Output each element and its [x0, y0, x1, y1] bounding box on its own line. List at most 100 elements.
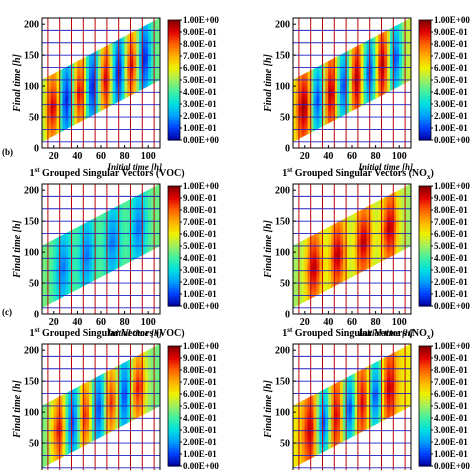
colorbar-tick-label: 5.00E-01 — [183, 75, 217, 85]
colorbar-tick-label: 0.00E+00 — [183, 135, 219, 145]
colorbar-tick-label: 4.00E-01 — [183, 87, 217, 97]
y-axis-label: Final time [h] — [263, 219, 274, 278]
y-tick-label: 150 — [275, 51, 290, 62]
y-tick-label: 0 — [34, 144, 39, 155]
colorbar-tick-label: 8.00E-01 — [183, 39, 217, 49]
colorbar-tick-label: 0.00E+00 — [434, 135, 470, 145]
heatmap — [42, 18, 160, 148]
colorbar-tick-label: 3.00E-01 — [183, 265, 217, 275]
x-tick-label: 60 — [96, 317, 106, 328]
colorbar-tick-label: 4.00E-01 — [434, 87, 468, 97]
y-axis-label: Final time [h] — [12, 53, 23, 112]
colorbar-tick-label: 1.00E-01 — [434, 123, 468, 133]
colorbar-tick-label: 2.00E-01 — [183, 111, 217, 121]
x-tick-label: 100 — [141, 151, 156, 162]
colorbar-tick-label: 2.00E-01 — [434, 277, 468, 287]
colorbar-tick-label: 3.00E-01 — [434, 99, 468, 109]
colorbar-tick-label: 9.00E-01 — [434, 27, 468, 37]
x-tick-label: 20 — [300, 151, 310, 162]
y-tick-label: 0 — [34, 310, 39, 321]
panel-title: 1st Grouped Singular Vectors (VOC) — [29, 326, 184, 339]
colorbar-tick-label: 9.00E-01 — [183, 27, 217, 37]
colorbar-tick-label: 5.00E-01 — [434, 241, 468, 251]
y-tick-label: 100 — [275, 248, 290, 259]
x-tick-label: 60 — [347, 317, 357, 328]
x-tick-label: 100 — [392, 151, 407, 162]
heatmap — [293, 18, 411, 148]
colorbar-tick-label: 0.00E+00 — [434, 301, 470, 311]
y-tick-label: 150 — [275, 217, 290, 228]
x-tick-label: 100 — [392, 317, 407, 328]
x-tick-label: 80 — [371, 151, 381, 162]
colorbar-tick-label: 0.00E+00 — [183, 301, 219, 311]
colorbar-tick-label: 6.00E-01 — [183, 229, 217, 239]
colorbar-tick-label: 4.00E-01 — [183, 253, 217, 263]
y-tick-label: 100 — [275, 82, 290, 93]
y-tick-label: 100 — [24, 248, 39, 259]
y-axis-label: Final time [h] — [263, 53, 274, 112]
x-tick-label: 80 — [371, 317, 381, 328]
x-tick-label: 80 — [120, 317, 130, 328]
colorbar-tick-label: 2.00E-01 — [434, 111, 468, 121]
y-tick-label: 200 — [24, 20, 39, 31]
y-tick-label: 200 — [275, 186, 290, 197]
colorbar-tick-label: 8.00E-01 — [183, 205, 217, 215]
colorbar-tick-label: 6.00E-01 — [434, 63, 468, 73]
x-tick-label: 20 — [49, 317, 59, 328]
colorbar-tick-label: 3.00E-01 — [434, 265, 468, 275]
y-tick-label: 50 — [280, 279, 290, 290]
panel-title: 1st Grouped Singular Vectors (NOx) — [282, 166, 434, 181]
row-label: (b) — [2, 147, 13, 157]
colorbar-tick-label: 1.00E-01 — [183, 289, 217, 299]
heatmap — [42, 344, 160, 470]
colorbar-tick-label: 7.00E-01 — [434, 217, 468, 227]
colorbar-tick-label: 9.00E-01 — [434, 193, 468, 203]
colorbar-tick-label: 7.00E-01 — [434, 51, 468, 61]
colorbar-tick-label: 4.00E-01 — [434, 253, 468, 263]
y-tick-label: 0 — [285, 310, 290, 321]
colorbar-tick-label: 1.00E+00 — [434, 15, 470, 25]
colorbar-tick-label: 8.00E-01 — [434, 205, 468, 215]
x-tick-label: 60 — [96, 151, 106, 162]
x-tick-label: 40 — [323, 151, 333, 162]
x-tick-label: 20 — [49, 151, 59, 162]
row-label: (c) — [2, 307, 12, 317]
colorbar-tick-label: 7.00E-01 — [183, 217, 217, 227]
y-tick-label: 150 — [24, 217, 39, 228]
x-tick-label: 60 — [347, 151, 357, 162]
y-tick-label: 0 — [285, 144, 290, 155]
colorbar-tick-label: 2.00E-01 — [183, 277, 217, 287]
y-tick-label: 100 — [24, 82, 39, 93]
x-tick-label: 80 — [120, 151, 130, 162]
panel-title: 1st Grouped Singular Vectors (VOC) — [29, 166, 184, 179]
colorbar-tick-label: 1.00E+00 — [183, 15, 219, 25]
y-tick-label: 150 — [24, 51, 39, 62]
y-axis-label: Final time [h] — [12, 219, 23, 278]
colorbar-tick-label: 5.00E-01 — [183, 241, 217, 251]
heatmap — [293, 184, 411, 314]
colorbar-tick-label: 3.00E-01 — [183, 99, 217, 109]
colorbar-tick-label: 9.00E-01 — [183, 193, 217, 203]
x-tick-label: 20 — [300, 317, 310, 328]
colorbar-tick-label: 1.00E-01 — [183, 123, 217, 133]
colorbar-tick-label: 8.00E-01 — [434, 39, 468, 49]
x-tick-label: 40 — [72, 317, 82, 328]
colorbar-tick-label: 1.00E+00 — [183, 181, 219, 191]
y-tick-label: 50 — [29, 279, 39, 290]
colorbar-tick-label: 7.00E-01 — [183, 51, 217, 61]
colorbar-tick-label: 6.00E-01 — [434, 229, 468, 239]
colorbar-tick-label: 6.00E-01 — [183, 63, 217, 73]
y-tick-label: 200 — [24, 186, 39, 197]
x-tick-label: 100 — [141, 317, 156, 328]
heatmap — [42, 184, 160, 314]
y-tick-label: 50 — [29, 113, 39, 124]
colorbar-tick-label: 1.00E-01 — [434, 289, 468, 299]
y-tick-label: 200 — [275, 20, 290, 31]
colorbar-tick-label: 5.00E-01 — [434, 75, 468, 85]
y-tick-label: 50 — [280, 113, 290, 124]
colorbar-tick-label: 1.00E+00 — [434, 181, 470, 191]
x-tick-label: 40 — [72, 151, 82, 162]
x-tick-label: 40 — [323, 317, 333, 328]
